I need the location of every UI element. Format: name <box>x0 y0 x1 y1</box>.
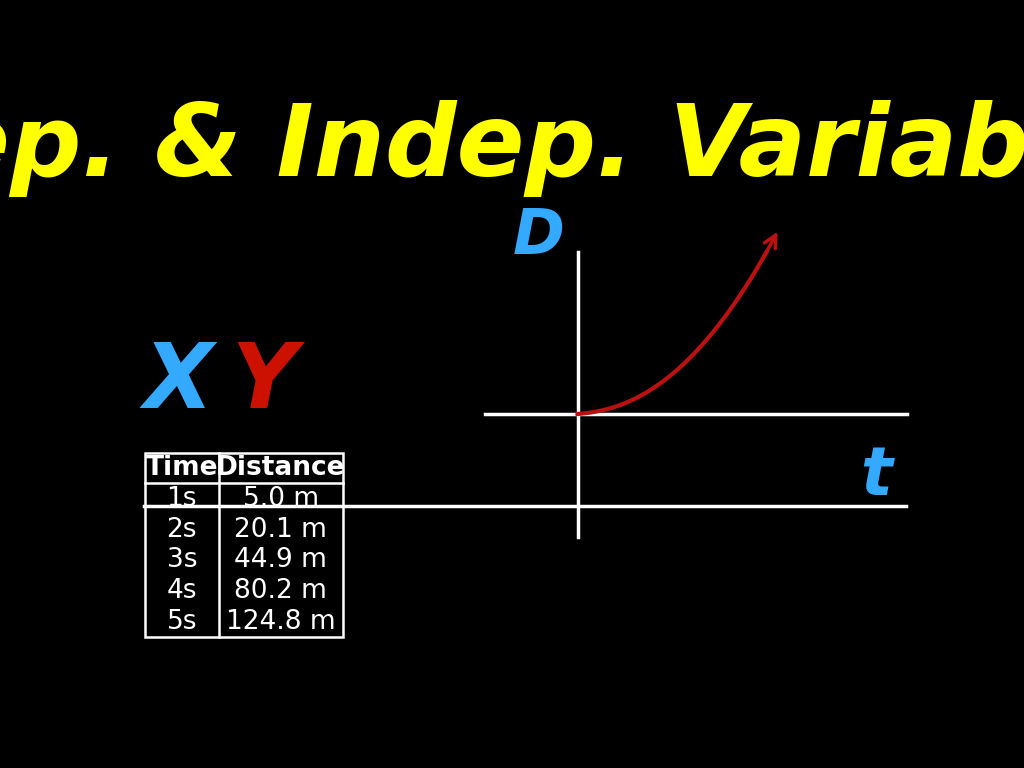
Text: 44.9 m: 44.9 m <box>234 548 327 574</box>
Text: Dep. & Indep. Variables: Dep. & Indep. Variables <box>0 100 1024 197</box>
Text: 20.1 m: 20.1 m <box>234 517 327 542</box>
Bar <box>145 452 343 637</box>
Text: Distance: Distance <box>216 455 345 481</box>
Text: 124.8 m: 124.8 m <box>226 609 336 635</box>
Text: 5.0 m: 5.0 m <box>243 485 318 511</box>
Text: 1s: 1s <box>167 485 197 511</box>
Text: Time: Time <box>145 455 218 481</box>
Text: 4s: 4s <box>167 578 197 604</box>
Text: Y: Y <box>231 339 296 427</box>
Text: X: X <box>143 339 213 427</box>
Text: 2s: 2s <box>167 517 197 542</box>
Text: 5s: 5s <box>167 609 197 635</box>
Text: 80.2 m: 80.2 m <box>234 578 327 604</box>
Text: D: D <box>513 207 564 267</box>
Text: t: t <box>860 442 892 508</box>
Text: 3s: 3s <box>167 548 197 574</box>
